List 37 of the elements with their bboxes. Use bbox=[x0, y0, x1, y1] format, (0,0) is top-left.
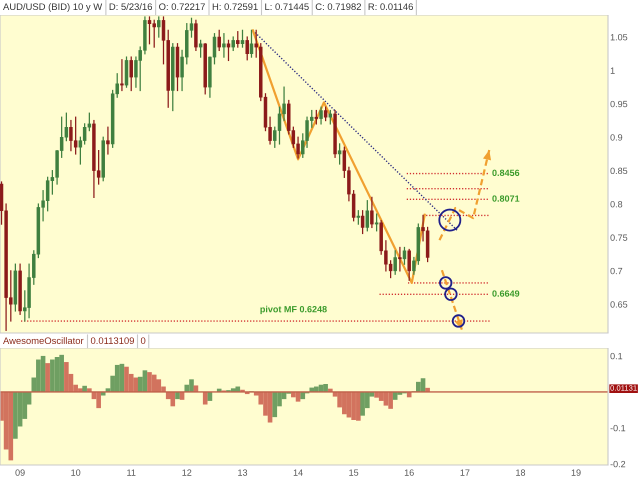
x-tick-label: 12 bbox=[182, 469, 192, 476]
y-tick-label: 0.65 bbox=[610, 301, 628, 308]
chart-title: AwesomeOscillator bbox=[3, 337, 84, 344]
y-tick-label: 0.85 bbox=[610, 168, 628, 174]
text: 0 bbox=[140, 337, 146, 344]
text: R: 0.01146 bbox=[368, 3, 413, 10]
y-tick-label: 0.75 bbox=[610, 234, 628, 241]
text: O: 0.72217 bbox=[159, 3, 205, 10]
text: 0.0113109 bbox=[90, 337, 134, 344]
y-tick-label: 0.95 bbox=[610, 100, 628, 108]
annotation: 0.8071 bbox=[492, 195, 520, 202]
text: H: 0.72591 bbox=[212, 3, 258, 10]
x-tick-label: 14 bbox=[294, 470, 303, 476]
x-tick-label: 10 bbox=[71, 469, 80, 476]
text: D: 5/23/16 bbox=[110, 3, 152, 10]
x-tick-label: 13 bbox=[238, 469, 248, 476]
x-tick-label: 15 bbox=[349, 470, 358, 476]
annotation: 0.6649 bbox=[492, 290, 520, 297]
y-tick-label: 0.8 bbox=[610, 201, 622, 208]
y-tick-label: -0.2 bbox=[610, 460, 626, 468]
chart-title: AUD/USD (BID) 10 y W bbox=[3, 3, 102, 12]
x-tick-label: 18 bbox=[516, 469, 526, 476]
text: L: 0.71445 bbox=[265, 3, 309, 10]
y-tick-label: 1 bbox=[610, 68, 615, 74]
x-tick-label: 09 bbox=[15, 469, 25, 476]
annotation: 0.8456 bbox=[492, 170, 520, 176]
x-tick-label: 16 bbox=[404, 469, 414, 476]
y-tick-label: 0.9 bbox=[610, 134, 622, 141]
y-tick-label: -0.1 bbox=[610, 424, 626, 432]
x-tick-label: 17 bbox=[460, 470, 470, 476]
x-tick-label: 11 bbox=[127, 470, 136, 476]
annotation: pivot MF 0.6248 bbox=[260, 306, 327, 314]
y-tick-label: 1.05 bbox=[610, 34, 628, 40]
y-tick-label: 0.7 bbox=[610, 268, 622, 274]
x-tick-label: 19 bbox=[572, 469, 581, 476]
text: C: 0.71982 bbox=[316, 3, 361, 10]
y-tick-label: 0.1 bbox=[610, 352, 622, 360]
